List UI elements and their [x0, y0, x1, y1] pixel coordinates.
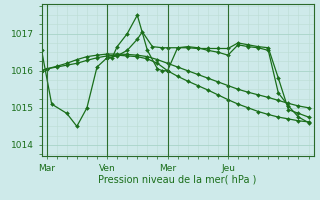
X-axis label: Pression niveau de la mer( hPa ): Pression niveau de la mer( hPa ) — [99, 174, 257, 184]
